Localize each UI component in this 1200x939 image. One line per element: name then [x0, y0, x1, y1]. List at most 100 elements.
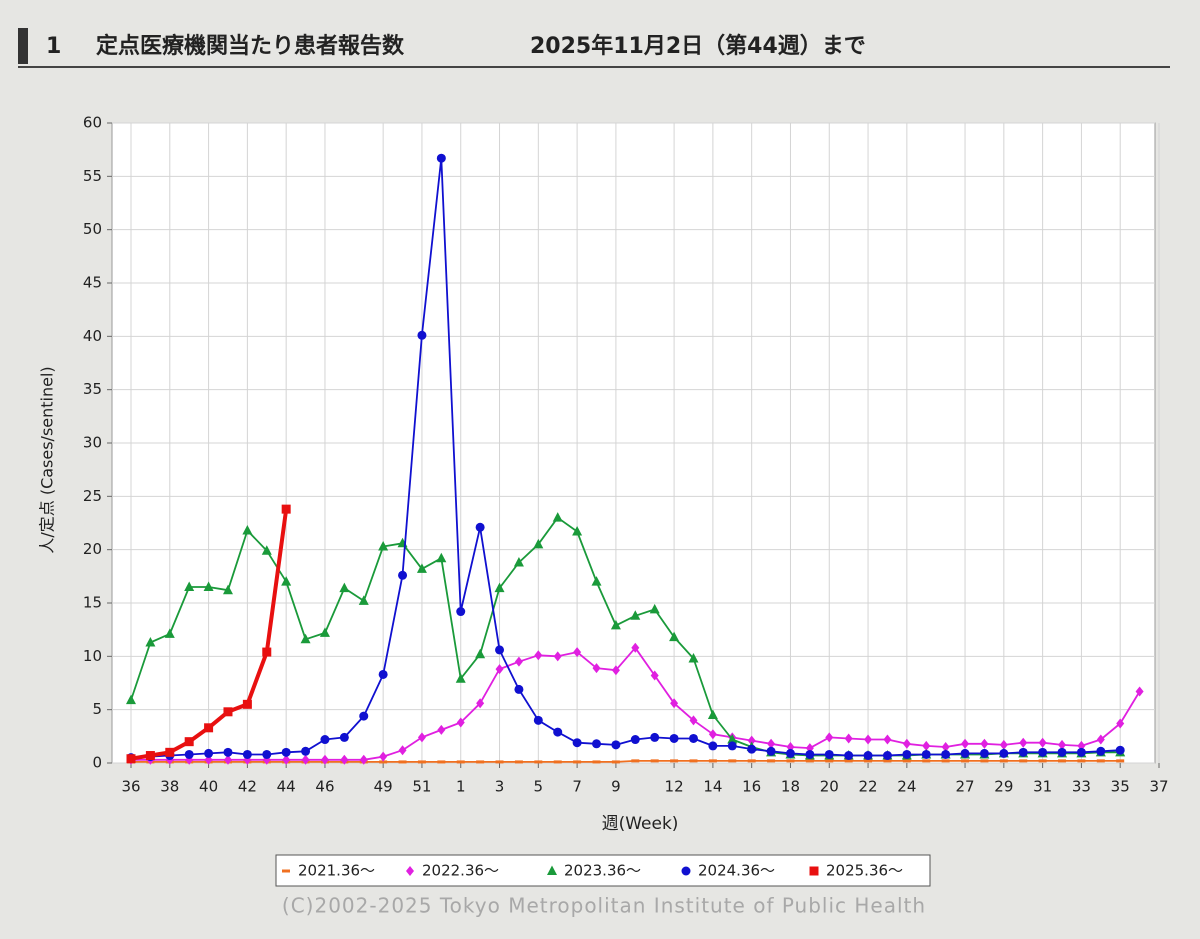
data-point — [864, 734, 873, 745]
data-point — [475, 648, 486, 659]
x-tick-label: 14 — [703, 778, 722, 796]
data-point — [785, 748, 795, 758]
data-point — [689, 715, 698, 726]
x-tick-label: 24 — [897, 778, 916, 796]
data-point — [767, 759, 776, 763]
data-point — [630, 735, 640, 745]
section-number: 1 — [46, 34, 61, 59]
y-tick-label: 10 — [83, 647, 102, 665]
data-point — [708, 729, 717, 740]
legend-marker — [282, 869, 290, 873]
x-tick-label: 9 — [611, 778, 621, 796]
data-point — [1115, 745, 1125, 755]
data-point — [242, 749, 252, 759]
x-tick-label: 38 — [160, 778, 179, 796]
data-point — [1019, 737, 1028, 748]
data-point — [261, 545, 272, 555]
data-point — [669, 733, 679, 743]
data-point — [631, 642, 640, 653]
data-point — [979, 748, 989, 758]
x-tick-label: 5 — [534, 778, 544, 796]
legend-label: 2025.36～ — [826, 862, 903, 880]
data-point — [437, 760, 446, 764]
data-point — [204, 748, 214, 758]
data-point — [611, 740, 621, 750]
data-point — [165, 747, 175, 757]
chart-title: 定点医療機関当たり患者報告数 — [96, 33, 405, 59]
data-point — [282, 754, 291, 765]
x-tick-label: 49 — [374, 778, 393, 796]
data-point — [476, 760, 485, 764]
data-point — [398, 760, 407, 764]
data-point — [203, 581, 214, 591]
data-point — [670, 698, 679, 709]
data-point — [592, 739, 602, 749]
data-point — [416, 563, 427, 573]
data-point — [708, 741, 718, 751]
data-point — [359, 711, 369, 721]
y-tick-label: 40 — [83, 327, 102, 345]
data-point — [902, 759, 911, 763]
data-point — [611, 665, 620, 676]
data-point — [398, 570, 408, 580]
data-point — [552, 512, 563, 522]
data-point — [1116, 718, 1125, 729]
data-point — [805, 759, 814, 763]
data-point — [649, 603, 660, 614]
data-point — [533, 538, 544, 549]
data-point — [573, 760, 582, 764]
x-tick-label: 20 — [820, 778, 839, 796]
data-point — [573, 647, 582, 658]
x-tick-label: 46 — [315, 778, 334, 796]
legend-marker — [681, 866, 691, 876]
data-point — [379, 760, 388, 764]
data-point — [650, 759, 659, 763]
data-point — [864, 759, 873, 763]
data-point — [417, 330, 427, 340]
data-point — [281, 504, 291, 514]
legend-marker — [406, 866, 414, 876]
x-tick-label: 31 — [1033, 778, 1052, 796]
data-point — [204, 723, 214, 733]
y-tick-label: 20 — [83, 540, 102, 558]
x-tick-label: 36 — [121, 778, 140, 796]
data-point — [1135, 686, 1144, 697]
data-point — [980, 738, 989, 749]
data-point — [1077, 759, 1086, 763]
data-point — [630, 610, 641, 620]
data-point — [553, 760, 562, 764]
y-axis-label: 人/定点 (Cases/sentinel) — [38, 366, 57, 553]
data-point — [358, 595, 369, 605]
chart-subtitle: 2025年11月2日（第44週）まで — [530, 33, 866, 59]
data-point — [592, 663, 601, 674]
data-point — [1116, 759, 1125, 763]
data-point — [495, 760, 504, 764]
data-point — [164, 628, 175, 638]
data-point — [398, 745, 407, 756]
data-point — [223, 747, 233, 757]
data-point — [1038, 747, 1048, 757]
data-point — [999, 739, 1008, 750]
data-point — [1058, 759, 1067, 763]
data-point — [883, 759, 892, 763]
credit: (C)2002-2025 Tokyo Metropolitan Institut… — [282, 894, 926, 918]
data-point — [223, 707, 233, 717]
data-point — [475, 522, 485, 532]
data-point — [883, 734, 892, 745]
data-point — [319, 627, 330, 637]
data-point — [767, 738, 776, 749]
legend-label: 2024.36～ — [698, 862, 775, 880]
data-point — [242, 699, 252, 709]
data-point — [437, 724, 446, 735]
y-tick-label: 30 — [83, 434, 102, 452]
x-tick-label: 3 — [495, 778, 505, 796]
data-point — [184, 749, 194, 759]
data-point — [1076, 747, 1086, 757]
data-point — [495, 664, 504, 675]
data-point — [339, 582, 350, 593]
data-point — [728, 759, 737, 763]
data-point — [514, 684, 524, 694]
data-point — [320, 754, 329, 765]
x-tick-label: 44 — [277, 778, 296, 796]
legend-label: 2021.36～ — [298, 862, 375, 880]
